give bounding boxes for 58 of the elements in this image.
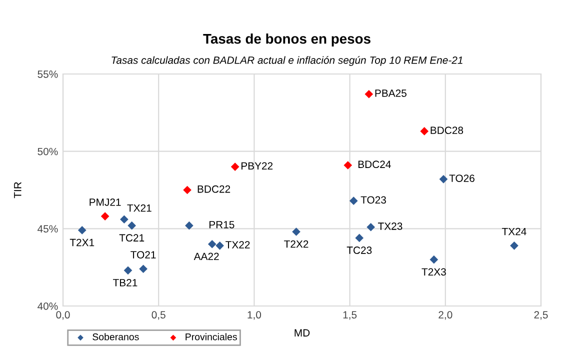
point <box>78 226 86 234</box>
annotation: T2X2 <box>284 240 308 248</box>
point <box>120 215 128 224</box>
y-tick-label: 40% <box>38 302 58 310</box>
annotation: TX23 <box>378 222 402 230</box>
y-tick-label: 50% <box>38 148 58 156</box>
point <box>230 162 240 171</box>
point <box>100 212 110 220</box>
point <box>510 242 518 250</box>
y-axis-title: TIR <box>14 182 22 198</box>
annotation: TX22 <box>226 241 250 248</box>
chart-title: Tasas de bonos en pesos <box>203 34 370 46</box>
annotation: PBA25 <box>375 90 406 97</box>
annotation: TO23 <box>360 196 386 204</box>
x-tick-label: 2,0 <box>438 311 452 320</box>
point <box>364 90 374 98</box>
annotation: TC21 <box>119 234 144 242</box>
point <box>439 175 448 184</box>
point <box>366 222 375 232</box>
point <box>355 234 364 242</box>
annotation: TC23 <box>346 246 372 254</box>
legend-label: Provinciales <box>186 333 237 340</box>
annotation: TO21 <box>130 251 156 258</box>
x-tick-label: 1,5 <box>343 311 357 320</box>
annotation: PMJ21 <box>90 198 121 206</box>
point <box>128 221 136 230</box>
point <box>216 242 224 250</box>
annotation: TO26 <box>449 174 474 182</box>
annotation: T2X3 <box>422 268 446 276</box>
point <box>139 264 148 274</box>
annotation: PBY22 <box>241 162 273 170</box>
point <box>349 196 358 205</box>
x-tick-label: 0,0 <box>56 311 70 320</box>
annotation: TX24 <box>502 228 526 236</box>
annotation: TB21 <box>113 279 138 286</box>
annotation: BDC22 <box>198 185 230 193</box>
annotation: TX21 <box>127 204 152 212</box>
point <box>344 161 352 170</box>
x-tick-label: 1,0 <box>248 311 262 320</box>
annotation: AA22 <box>194 252 219 260</box>
legend-label: Soberanos <box>92 333 139 340</box>
annotation: BDC28 <box>430 126 464 134</box>
y-tick-label: 55% <box>38 70 58 78</box>
point <box>124 266 132 275</box>
annotation: PR15 <box>209 221 234 228</box>
chart-subtitle: Tasas calculadas con BADLAR actual e inflación según Top 10 REM Ene-21 <box>112 56 462 66</box>
point <box>430 255 438 264</box>
annotation: BDC24 <box>358 160 391 168</box>
point <box>420 127 429 136</box>
x-axis-title: MD <box>294 329 310 336</box>
annotation: T2X1 <box>70 238 94 246</box>
x-tick-label: 2,5 <box>534 311 548 320</box>
point <box>185 221 194 230</box>
point <box>292 228 300 236</box>
x-tick-label: 0,5 <box>152 311 166 320</box>
y-tick-label: 45% <box>38 225 58 233</box>
point <box>183 186 192 194</box>
point <box>208 240 216 248</box>
